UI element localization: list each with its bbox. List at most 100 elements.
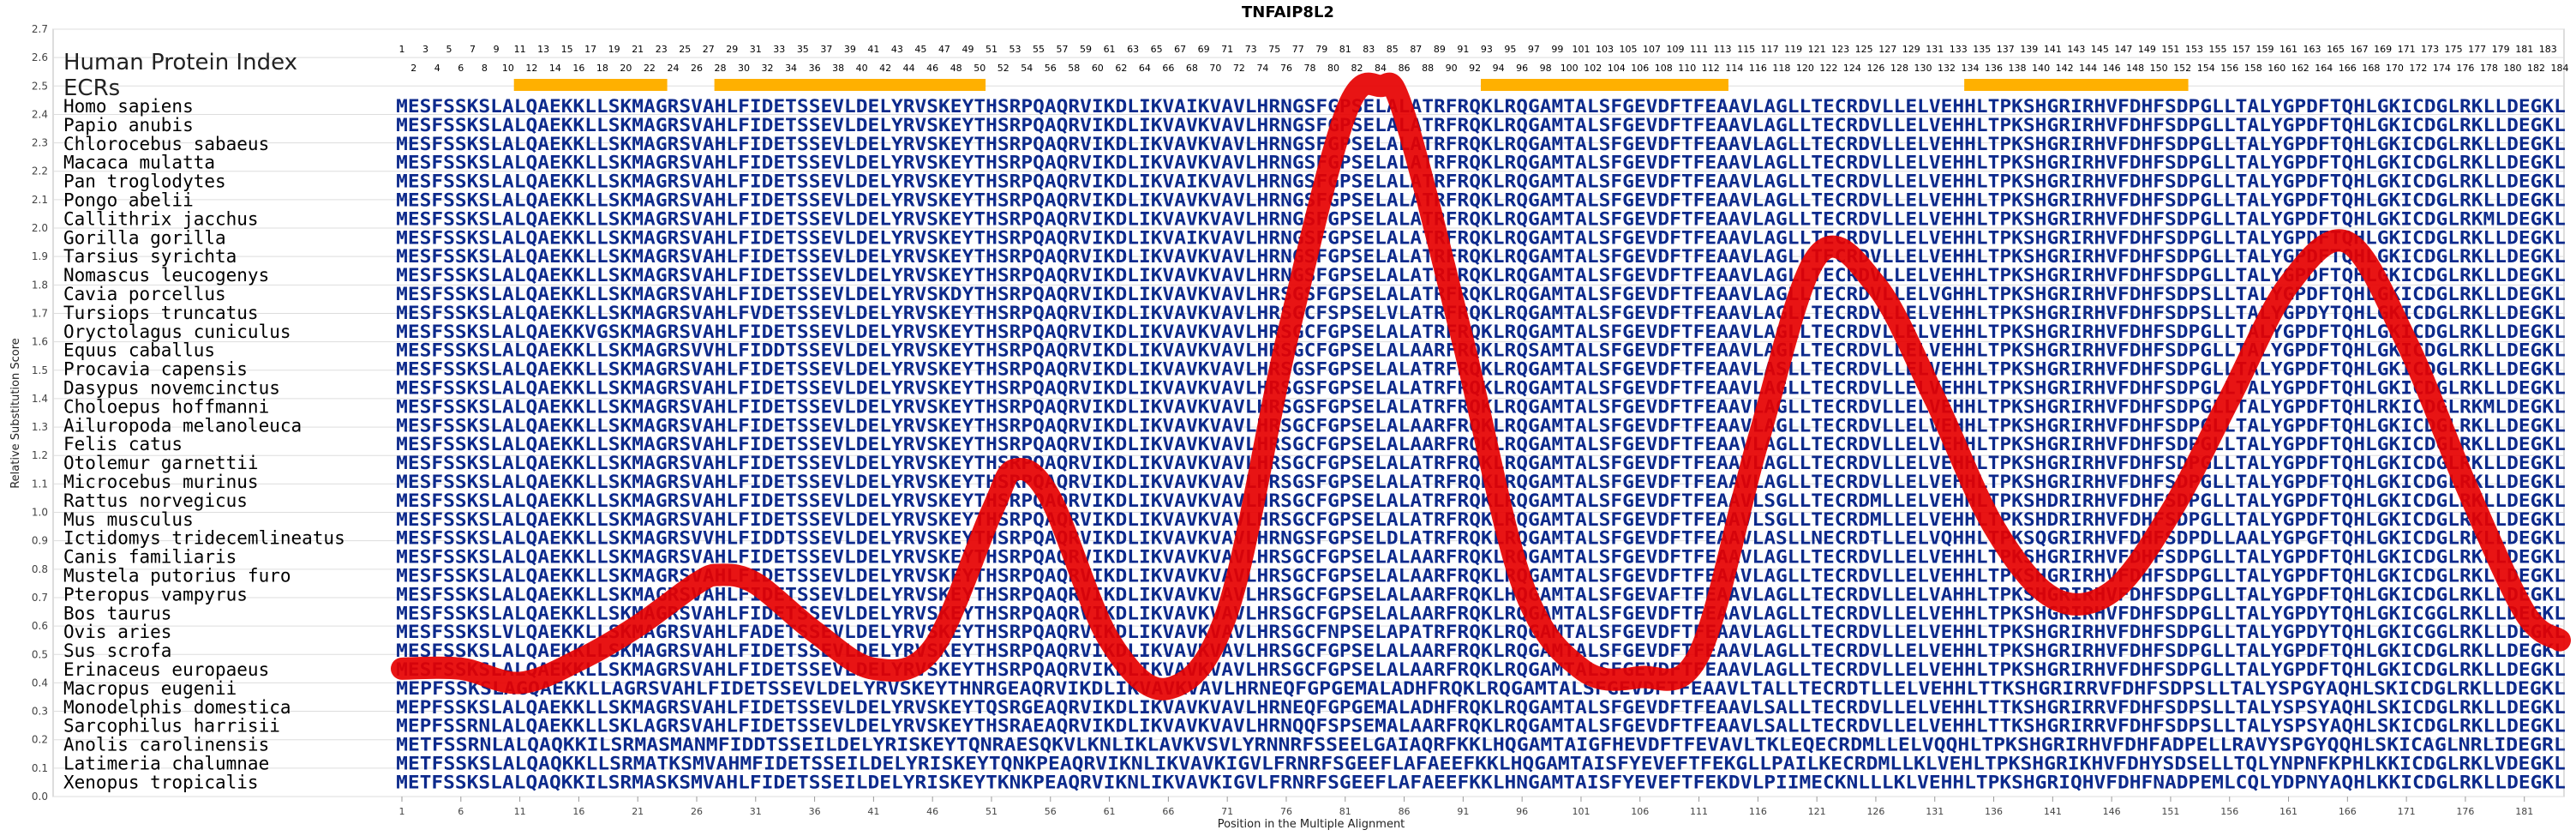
species-name: Monodelphis domestica: [63, 697, 291, 718]
protein-index-number: 1: [399, 44, 405, 55]
species-sequence: MEPFSSRNLALQAEKKLLSKLAGRSVAHLFIDETSSEVLD…: [396, 716, 2566, 737]
protein-index-number: 71: [1221, 44, 1233, 55]
protein-index-number: 5: [446, 44, 452, 55]
protein-index-number: 10: [502, 63, 514, 74]
protein-index-number: 124: [1843, 63, 1861, 74]
protein-index-number: 48: [950, 63, 962, 74]
protein-index-number: 62: [1115, 63, 1127, 74]
species-sequence: MESFSSKSLALQAEKKLLSKMAGRSVAHLFIDETSSEVLD…: [396, 509, 2566, 530]
species-sequence: MESFSSKSLALQAEKKLLSKMAGRSVAHLFIDETSSEVLD…: [396, 153, 2566, 173]
protein-index-number: 67: [1174, 44, 1186, 55]
species-name: Xenopus tropicalis: [63, 772, 259, 792]
protein-index-number: 98: [1540, 63, 1552, 74]
protein-index-number: 126: [1866, 63, 1884, 74]
y-tick-label: 2.5: [32, 80, 48, 92]
protein-index-number: 165: [2327, 44, 2345, 55]
species-name: Anolis carolinensis: [63, 735, 269, 755]
protein-index-number: 110: [1678, 63, 1696, 74]
protein-index-number: 148: [2126, 63, 2144, 74]
species-sequence: MESFSSKSLALQAEKKLLSKMAGRSVAHLFIDETSSEVLD…: [396, 115, 2566, 135]
protein-index-number: 9: [494, 44, 500, 55]
protein-index-number: 90: [1446, 63, 1458, 74]
protein-index-number: 136: [1985, 63, 2003, 74]
x-tick-label: 46: [926, 806, 938, 817]
protein-index-number: 14: [549, 63, 561, 74]
species-sequence: MESFSSKSLVLQAEKKLLSKMAGRSVAHLFADETSSEVLD…: [396, 622, 2566, 642]
sequence-alignment: Homo sapiens MESFSSKSLALQAEKKLLSKMAGRSVAH…: [63, 96, 2566, 792]
protein-index-number: 158: [2244, 63, 2262, 74]
protein-index-number: 152: [2173, 63, 2191, 74]
y-axis-ticks: 0.0 0.1 0.2 0.3 0.4 0.5 0.6 0.7 0.8 0.9 1.0 1.1 1.2 1…: [32, 23, 48, 803]
species-name: Canis familiaris: [63, 547, 237, 568]
protein-index-number: 35: [797, 44, 809, 55]
protein-index-number: 177: [2468, 44, 2486, 55]
species-sequence: MESFSSKSLALQAEKKLLSKMAGRSVAHLFIDETSSEVLD…: [396, 190, 2566, 211]
protein-index-number: 41: [867, 44, 879, 55]
protein-index-number: 131: [1926, 44, 1944, 55]
protein-index-number: 109: [1667, 44, 1685, 55]
protein-index-number: 172: [2409, 63, 2427, 74]
protein-index-number: 63: [1127, 44, 1139, 55]
protein-index-number: 51: [985, 44, 997, 55]
x-tick-label: 51: [985, 806, 997, 817]
species-name: Pongo abelii: [63, 190, 194, 211]
protein-index-number: 133: [1950, 44, 1968, 55]
protein-index-number: 140: [2032, 63, 2050, 74]
x-axis-ticks: 1 6 11 16 21 26 31 36 41 46 51 56 61 66 71 76 81 86 91 96 10…: [399, 797, 2533, 817]
ecr-bar: [714, 79, 986, 91]
x-tick-label: 121: [1808, 806, 1826, 817]
protein-index-number: 52: [997, 63, 1009, 74]
protein-index-number: 99: [1551, 44, 1563, 55]
x-tick-label: 16: [572, 806, 584, 817]
protein-index-number: 44: [903, 63, 915, 74]
x-tick-label: 181: [2515, 806, 2533, 817]
species-sequence: MESFSSKSLALQAEKKVGSKMAGRSVAHLFIDETSSEVLD…: [396, 322, 2566, 342]
protein-index-number: 134: [1962, 63, 1980, 74]
protein-index-number: 24: [667, 63, 679, 74]
protein-index-number: 45: [914, 44, 926, 55]
protein-index-number: 171: [2398, 44, 2416, 55]
protein-index-number: 23: [656, 44, 668, 55]
y-tick-label: 0.2: [32, 734, 48, 746]
x-tick-label: 31: [750, 806, 762, 817]
y-tick-label: 2.2: [32, 165, 48, 177]
species-sequence: MESFSSKSLALQAEKKLLSKMAGRSVVHLFIDDTSSEVLD…: [396, 528, 2566, 549]
protein-index-number: 161: [2279, 44, 2297, 55]
species-name: Erinaceus europaeus: [63, 659, 269, 680]
protein-index-number: 72: [1233, 63, 1245, 74]
species-name: Ictidomys tridecemlineatus: [63, 528, 345, 549]
chart-title: TNFAIP8L2: [1242, 3, 1334, 21]
protein-index-number: 153: [2185, 44, 2203, 55]
protein-index-number: 46: [926, 63, 938, 74]
protein-index-number: 139: [2020, 44, 2038, 55]
protein-index-number: 116: [1749, 63, 1767, 74]
protein-index-number: 26: [691, 63, 703, 74]
protein-index-number: 115: [1737, 44, 1755, 55]
ecr-bars: [513, 79, 2189, 91]
protein-index-number: 175: [2445, 44, 2463, 55]
species-name: Tarsius syrichta: [63, 246, 237, 267]
species-sequence: MESFSSKSLALQAEKKLLSKMAGRSVAHLFVDETSSEVLD…: [396, 303, 2566, 323]
protein-index-number: 176: [2456, 63, 2474, 74]
protein-index-number: 150: [2150, 63, 2168, 74]
score-line: [391, 72, 2571, 701]
species-sequence: MESFSSKSLALQAEKKLLSKMAGRSVAHLFIDETSSEVLD…: [396, 284, 2566, 304]
protein-index-number: 97: [1528, 44, 1540, 55]
species-sequence: MESFSSKSLALQAEKKLLSKMAGRSVAHLFIDETSSEVLD…: [396, 547, 2566, 568]
protein-index-number: 19: [608, 44, 620, 55]
protein-index-number: 156: [2220, 63, 2238, 74]
protein-index-number: 119: [1784, 44, 1802, 55]
x-tick-label: 166: [2339, 806, 2357, 817]
protein-index-number: 16: [572, 63, 584, 74]
y-tick-label: 1.1: [32, 478, 48, 490]
protein-index-number: 183: [2539, 44, 2557, 55]
protein-index-number: 28: [715, 63, 727, 74]
protein-index-number: 132: [1938, 63, 1956, 74]
protein-index-number: 2: [410, 63, 416, 74]
protein-index-number: 86: [1399, 63, 1411, 74]
species-sequence: METFSSRNLALQAQKKILSRMASMANMFIDDTSSEILDEL…: [396, 735, 2566, 755]
y-tick-label: 2.6: [32, 51, 48, 63]
protein-index-number: 129: [1902, 44, 1920, 55]
protein-index-number: 145: [2091, 44, 2109, 55]
protein-index-number: 59: [1080, 44, 1092, 55]
